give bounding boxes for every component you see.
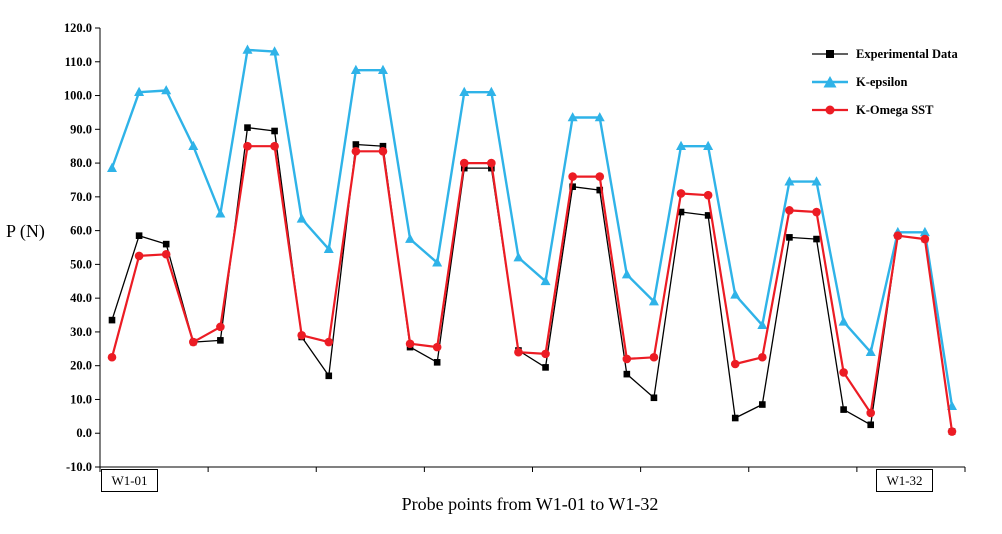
svg-text:110.0: 110.0 — [65, 55, 92, 69]
legend-item-k-omega-sst: K-Omega SST — [812, 100, 958, 120]
svg-text:10.0: 10.0 — [70, 392, 92, 406]
triangle-marker-icon — [812, 76, 848, 88]
svg-text:-10.0: -10.0 — [66, 460, 92, 474]
svg-text:40.0: 40.0 — [70, 291, 92, 305]
svg-text:70.0: 70.0 — [70, 190, 92, 204]
svg-text:30.0: 30.0 — [70, 325, 92, 339]
legend-item-experimental-data: Experimental Data — [812, 44, 958, 64]
svg-text:120.0: 120.0 — [64, 21, 92, 35]
square-marker-icon — [812, 50, 848, 58]
svg-text:50.0: 50.0 — [70, 257, 92, 271]
svg-text:20.0: 20.0 — [70, 359, 92, 373]
svg-text:90.0: 90.0 — [70, 122, 92, 136]
legend-label-k-epsilon: K-epsilon — [856, 74, 908, 89]
circle-marker-icon — [812, 105, 848, 115]
svg-text:80.0: 80.0 — [70, 156, 92, 170]
x-axis-title: Probe points from W1-01 to W1-32 — [401, 494, 659, 514]
legend-label-k-omega-sst: K-Omega SST — [856, 102, 934, 117]
svg-text:100.0: 100.0 — [64, 89, 92, 103]
y-axis-label: P (N) — [6, 221, 45, 241]
legend: Experimental Data K-epsilon K-Omega SST — [812, 44, 958, 120]
legend-label-experimental-data: Experimental Data — [856, 46, 958, 61]
x-last-probe-label-box: W1-32 — [876, 469, 933, 492]
svg-text:0.0: 0.0 — [76, 426, 92, 440]
legend-item-k-epsilon: K-epsilon — [812, 72, 958, 92]
svg-text:60.0: 60.0 — [70, 224, 92, 238]
x-first-probe-label-box: W1-01 — [101, 469, 158, 492]
